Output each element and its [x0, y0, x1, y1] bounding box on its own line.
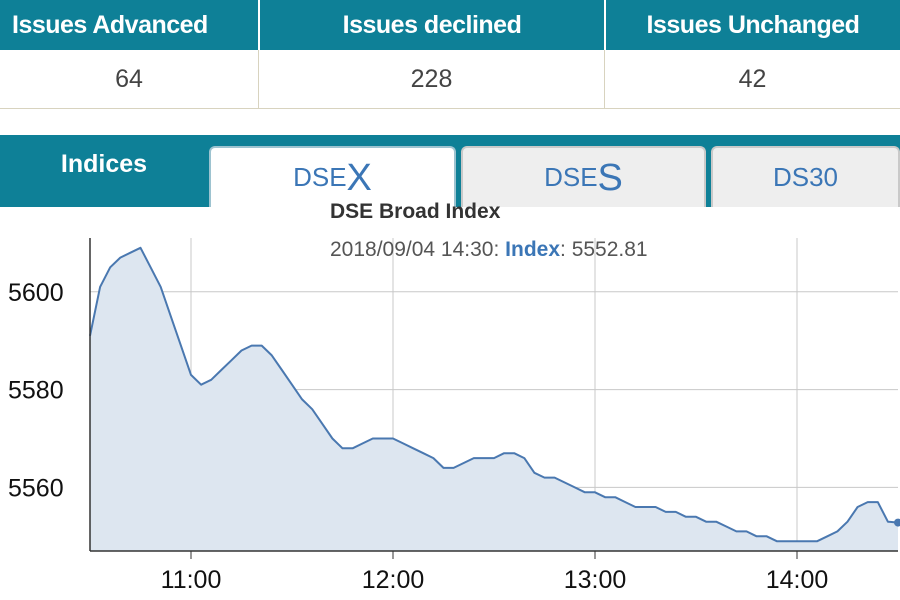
- issues-declined-value: 228: [258, 50, 604, 108]
- issues-unchanged-header: Issues Unchanged: [604, 0, 900, 50]
- tab-dses-prefix: DSE: [544, 162, 598, 192]
- tab-dsex-suffix: X: [346, 156, 372, 199]
- tab-dsex[interactable]: DSE X: [209, 146, 456, 207]
- x-tick-label: 13:00: [564, 566, 627, 594]
- index-line: [89, 246, 899, 543]
- tab-ds30[interactable]: DS30: [711, 146, 900, 207]
- y-tick-label: 5560: [8, 474, 64, 502]
- issues-unchanged-value: 42: [604, 50, 900, 108]
- last-point-marker: [894, 518, 900, 527]
- tab-dses-suffix: S: [597, 156, 623, 199]
- issues-advanced-value: 64: [115, 64, 143, 93]
- issues-value-row: 64 228 42: [0, 50, 900, 108]
- indices-label: Indices: [60, 149, 148, 178]
- tooltip-time: 2018/09/04 14:30:: [330, 238, 500, 261]
- chart-title: DSE Broad Index: [330, 200, 501, 223]
- index-area-fill: [90, 247, 898, 552]
- tab-dsex-prefix: DSE: [293, 162, 347, 192]
- y-tick-label: 5600: [8, 279, 64, 307]
- x-tick-label: 11:00: [161, 566, 222, 594]
- issues-table: Issues Advanced Issues declined Issues U…: [0, 0, 900, 109]
- issues-advanced-header: Issues Advanced: [12, 10, 208, 39]
- tab-ds30-label: DS30: [772, 162, 839, 192]
- issues-header-row: Issues Advanced Issues declined Issues U…: [0, 0, 900, 50]
- x-tick-labels: 11:00 12:00 13:00 14:00: [161, 566, 829, 594]
- x-tick-label: 14:00: [766, 566, 829, 594]
- x-tick-label: 12:00: [362, 566, 425, 594]
- tooltip-value: 5552.81: [571, 238, 648, 261]
- tab-dses[interactable]: DSE S: [461, 146, 706, 207]
- y-tick-labels: 5600 5580 5560: [8, 279, 64, 503]
- chart-tooltip: 2018/09/04 14:30: Index: 5552.81: [330, 238, 648, 261]
- y-tick-label: 5580: [8, 377, 64, 405]
- tooltip-label: Index: [505, 238, 561, 261]
- issues-declined-header: Issues declined: [258, 0, 604, 50]
